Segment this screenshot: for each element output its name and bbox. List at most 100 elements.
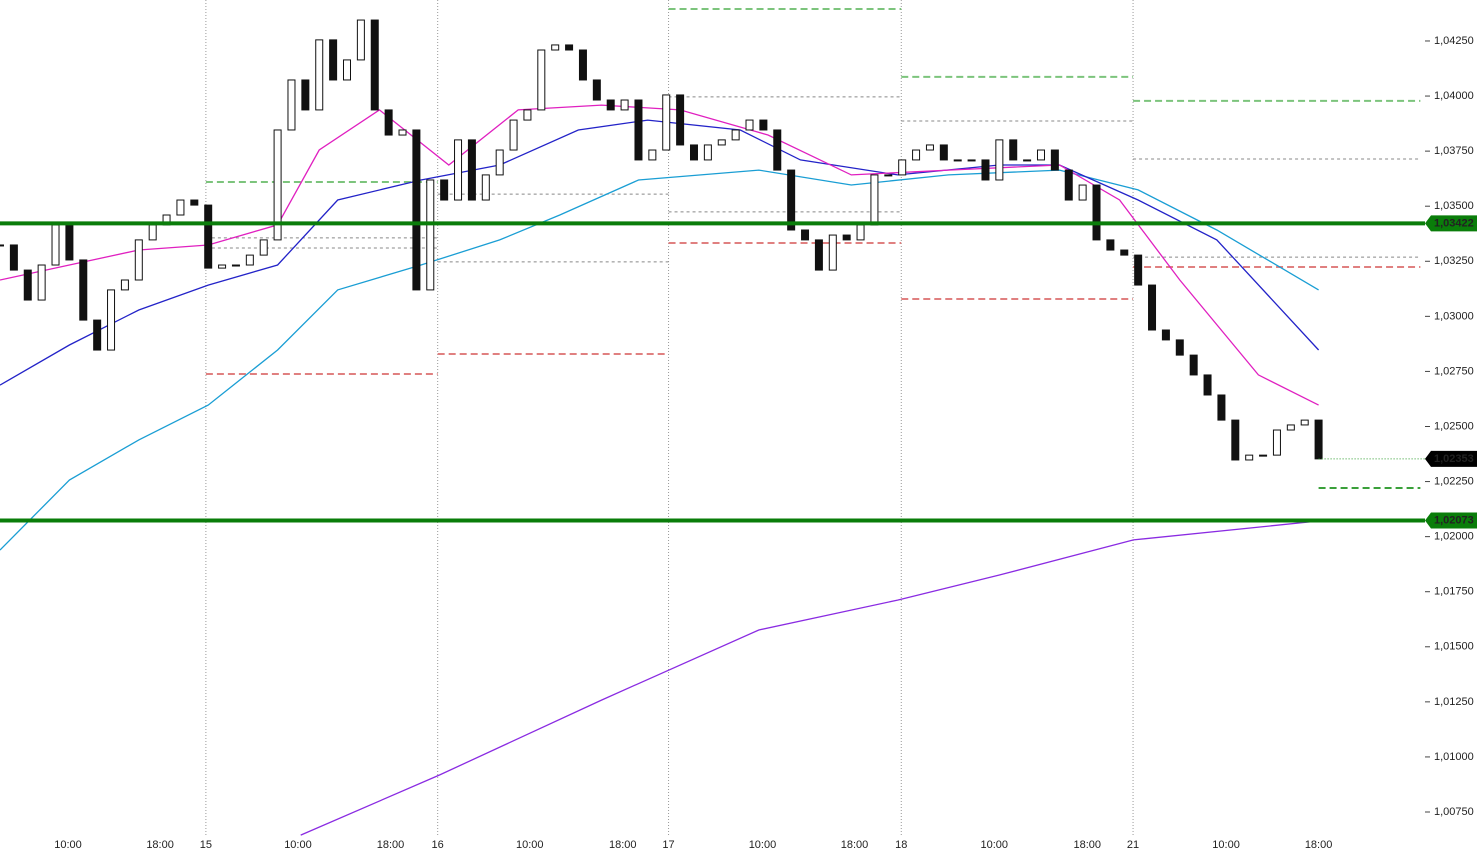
candle	[592, 79, 601, 101]
candle	[689, 144, 698, 161]
candle	[1050, 149, 1059, 171]
candle	[454, 139, 463, 201]
candle	[870, 174, 879, 226]
candle	[1078, 184, 1087, 201]
candle	[648, 149, 657, 161]
candle	[120, 279, 129, 291]
candle	[384, 109, 393, 136]
x-tick-label: 18:00	[841, 839, 869, 851]
candle	[93, 319, 102, 351]
candle	[509, 119, 518, 151]
candle	[231, 264, 240, 267]
candle	[51, 224, 60, 266]
candle	[204, 204, 213, 269]
candle	[1286, 424, 1295, 431]
candle	[1064, 169, 1073, 201]
price-tag-label: 1,02073	[1434, 514, 1474, 526]
candle	[23, 269, 32, 301]
x-tick-label: 10:00	[749, 839, 777, 851]
y-tick-label: 1,00750	[1434, 806, 1474, 818]
candle	[1259, 454, 1268, 457]
candle	[1036, 149, 1045, 161]
price-tag	[1425, 215, 1477, 232]
candle	[634, 99, 643, 161]
price-tag	[1425, 450, 1477, 467]
candle	[662, 94, 671, 151]
candle	[787, 169, 796, 231]
y-tick-label: 1,01000	[1434, 751, 1474, 763]
x-tick-label: 10:00	[980, 839, 1008, 851]
candle	[37, 264, 46, 301]
x-tick-label: 10:00	[516, 839, 544, 851]
candle	[412, 129, 421, 291]
x-tick-label: 21	[1127, 839, 1139, 851]
candle	[1120, 249, 1129, 256]
y-tick-label: 1,01750	[1434, 586, 1474, 598]
candle	[717, 139, 726, 146]
x-tick-label: 10:00	[284, 839, 312, 851]
candle	[218, 264, 227, 269]
y-tick-label: 1,03500	[1434, 200, 1474, 212]
y-tick-label: 1,02250	[1434, 475, 1474, 487]
price-tag	[1425, 512, 1477, 529]
x-tick-label: 18:00	[1305, 839, 1333, 851]
candle	[1161, 329, 1170, 341]
y-tick-label: 1,04250	[1434, 35, 1474, 47]
candle	[65, 224, 74, 261]
price-tag-label: 1,02353	[1434, 453, 1474, 465]
candle	[620, 99, 629, 111]
candle	[1203, 374, 1212, 396]
moving-average	[0, 169, 1319, 551]
y-tick-label: 1,02750	[1434, 365, 1474, 377]
x-tick-label: 18:00	[377, 839, 405, 851]
y-tick-label: 1,02500	[1434, 420, 1474, 432]
candle	[259, 239, 268, 256]
candle	[939, 144, 948, 161]
y-tick-label: 1,04000	[1434, 90, 1474, 102]
y-tick-label: 1,03250	[1434, 255, 1474, 267]
candle	[1231, 419, 1240, 461]
candle	[426, 179, 435, 291]
candle	[981, 159, 990, 181]
candle	[301, 79, 310, 111]
candle	[828, 234, 837, 271]
candle	[370, 19, 379, 111]
candle	[759, 119, 768, 131]
candle	[0, 244, 4, 247]
candle	[801, 229, 810, 241]
candle	[287, 79, 296, 131]
candle	[953, 159, 962, 162]
candle	[1148, 284, 1157, 331]
candle	[107, 289, 116, 351]
moving-average	[300, 520, 1319, 836]
candle	[176, 199, 185, 216]
x-tick-label: 15	[200, 839, 212, 851]
candle	[537, 49, 546, 111]
y-tick-label: 1,03750	[1434, 145, 1474, 157]
candle	[1092, 184, 1101, 241]
candle	[606, 99, 615, 111]
candle	[398, 129, 407, 136]
candle	[1023, 159, 1032, 162]
x-tick-label: 16	[432, 839, 444, 851]
candle	[134, 239, 143, 281]
y-tick-label: 1,01500	[1434, 641, 1474, 653]
candle	[481, 174, 490, 201]
candle	[273, 129, 282, 241]
y-tick-label: 1,01250	[1434, 696, 1474, 708]
candle	[356, 19, 365, 61]
candle	[856, 224, 865, 241]
candle	[1134, 254, 1143, 286]
candle	[315, 39, 324, 111]
candle	[1175, 339, 1184, 356]
y-tick-label: 1,03000	[1434, 310, 1474, 322]
candle	[523, 109, 532, 121]
candle	[676, 94, 685, 146]
candle	[1245, 454, 1254, 461]
candle	[245, 254, 254, 266]
y-tick-label: 1,02000	[1434, 531, 1474, 543]
candle	[440, 179, 449, 201]
candle	[495, 149, 504, 176]
candle	[1189, 354, 1198, 376]
